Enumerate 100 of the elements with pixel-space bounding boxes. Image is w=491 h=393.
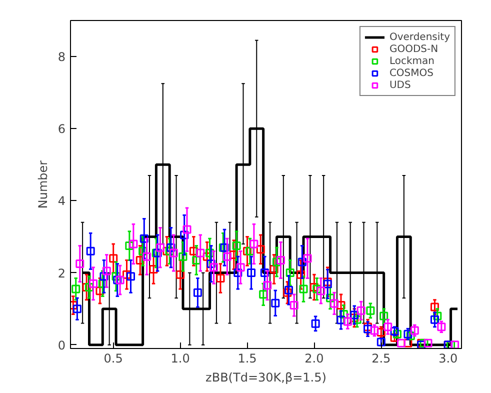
point	[437, 322, 446, 332]
point	[366, 306, 375, 315]
point	[263, 281, 272, 290]
point	[246, 246, 254, 256]
point	[404, 338, 412, 348]
point	[222, 252, 232, 261]
legend-label: Lockman	[389, 55, 434, 67]
point	[430, 315, 439, 324]
point	[256, 245, 265, 254]
point	[310, 282, 318, 292]
point	[126, 272, 136, 281]
point	[165, 246, 174, 256]
point	[296, 270, 306, 279]
point	[250, 240, 258, 248]
legend-label: Overdensity	[389, 31, 450, 43]
point	[343, 317, 352, 326]
point	[196, 248, 205, 258]
point	[326, 294, 335, 302]
point	[136, 256, 144, 264]
x-tick-label: 0.5	[104, 352, 123, 366]
point	[450, 340, 460, 348]
point	[72, 304, 82, 314]
y-tick-label: 8	[58, 50, 66, 64]
point	[86, 246, 95, 256]
point	[370, 326, 379, 335]
x-tick-label: 2.0	[304, 352, 324, 366]
y-axis-title: Number	[36, 160, 50, 209]
point	[260, 268, 269, 278]
legend-label: COSMOS	[389, 67, 434, 79]
point	[169, 248, 178, 258]
point	[234, 268, 242, 278]
point	[298, 258, 306, 266]
point	[210, 263, 218, 272]
point	[125, 242, 134, 250]
point	[376, 338, 386, 346]
point	[299, 284, 308, 294]
point	[243, 246, 252, 256]
point	[140, 234, 148, 243]
point	[290, 300, 298, 310]
point	[404, 330, 412, 338]
point	[259, 290, 268, 299]
point	[283, 288, 292, 297]
point	[392, 330, 402, 338]
point	[311, 319, 320, 328]
point	[380, 312, 388, 320]
point	[129, 240, 138, 248]
point	[138, 246, 148, 256]
point	[330, 299, 339, 308]
point	[98, 279, 107, 288]
point	[113, 276, 122, 284]
point	[116, 276, 124, 284]
x-tick-label: 1.5	[238, 352, 257, 366]
point	[112, 272, 120, 281]
point	[206, 260, 216, 268]
point	[156, 243, 164, 252]
point	[176, 270, 185, 279]
point	[424, 338, 432, 348]
point	[247, 268, 256, 278]
point	[352, 315, 362, 324]
point	[336, 300, 346, 310]
point	[270, 264, 278, 274]
point	[180, 230, 189, 240]
point	[284, 286, 294, 294]
x-tick-label: 1.0	[170, 352, 190, 366]
point	[76, 260, 84, 268]
point	[230, 250, 238, 260]
point	[193, 288, 202, 297]
point	[316, 286, 326, 296]
point	[189, 246, 198, 256]
point	[102, 266, 111, 276]
point	[109, 254, 118, 263]
point	[89, 279, 98, 288]
point	[396, 338, 406, 348]
point	[178, 252, 188, 261]
point	[433, 312, 442, 320]
point	[192, 256, 201, 264]
point	[376, 328, 386, 337]
point	[142, 252, 152, 261]
point	[406, 332, 415, 340]
point	[390, 326, 399, 336]
y-tick-label: 0	[58, 338, 66, 352]
point	[149, 264, 158, 274]
legend-label: UDS	[389, 79, 411, 91]
y-tick-label: 6	[58, 122, 66, 136]
point	[271, 298, 280, 308]
point	[350, 310, 359, 320]
point	[72, 284, 80, 294]
point	[384, 322, 392, 332]
point	[303, 254, 312, 263]
x-axis-title: zBB(Td=30K,β=1.5)	[206, 370, 326, 384]
point	[216, 274, 225, 282]
point	[420, 338, 428, 348]
y-tick-label: 4	[58, 194, 66, 208]
x-tick-label: 3.0	[438, 352, 458, 366]
point	[286, 268, 294, 278]
point	[312, 284, 322, 294]
point	[236, 263, 245, 272]
legend-label: GOODS-N	[389, 43, 438, 55]
point	[390, 333, 399, 342]
point	[232, 242, 241, 250]
